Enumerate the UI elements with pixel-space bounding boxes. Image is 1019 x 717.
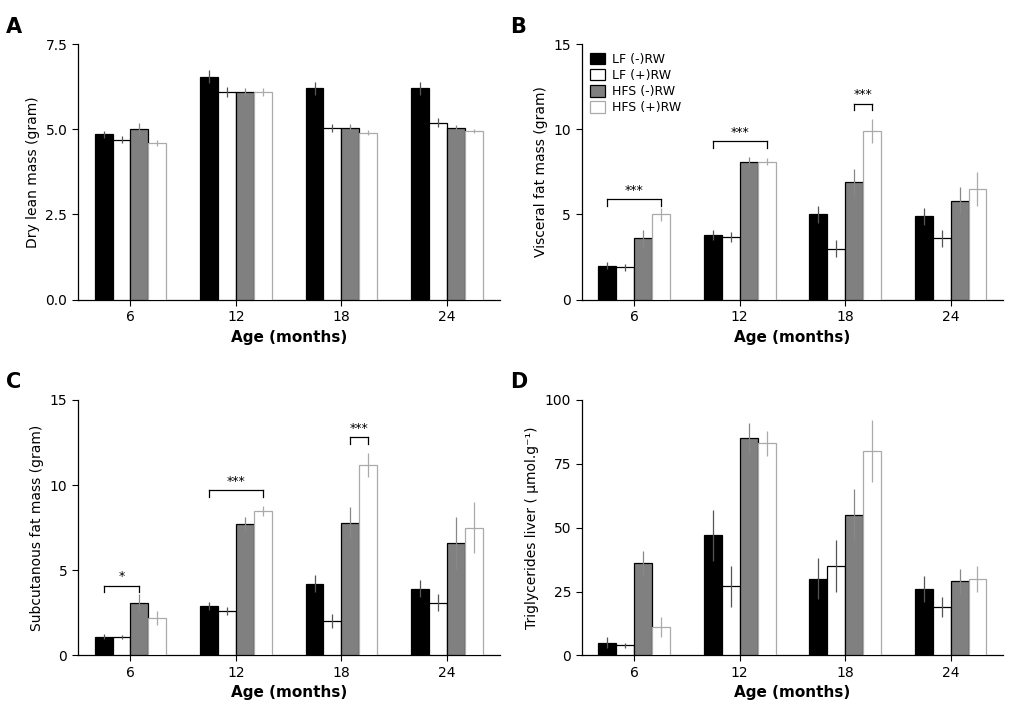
Bar (931, 607, 950, 655)
Bar (341, 128, 359, 300)
Bar (598, 642, 615, 655)
X-axis label: Age (months): Age (months) (734, 685, 850, 701)
Bar (914, 217, 931, 300)
Bar (200, 606, 218, 655)
Bar (757, 443, 774, 655)
Bar (598, 265, 615, 300)
Bar (808, 579, 826, 655)
Bar (429, 602, 446, 655)
Bar (862, 451, 880, 655)
Bar (931, 238, 950, 300)
Bar (968, 189, 985, 300)
Bar (703, 536, 721, 655)
Legend: LF (-)RW, LF (+)RW, HFS (-)RW, HFS (+)RW: LF (-)RW, LF (+)RW, HFS (-)RW, HFS (+)RW (587, 50, 683, 117)
Bar (845, 515, 862, 655)
Text: ***: *** (730, 125, 748, 138)
Y-axis label: Subcutanous fat mass (gram): Subcutanous fat mass (gram) (31, 424, 44, 631)
Text: ***: *** (625, 184, 643, 196)
Bar (306, 88, 323, 300)
Text: ***: *** (350, 422, 368, 435)
Bar (721, 587, 739, 655)
Text: B: B (510, 16, 525, 37)
Bar (634, 238, 651, 300)
Bar (235, 524, 254, 655)
Bar (235, 92, 254, 300)
Bar (411, 88, 429, 300)
Bar (862, 131, 880, 300)
Bar (218, 611, 235, 655)
Bar (739, 162, 757, 300)
Bar (95, 135, 112, 300)
Y-axis label: Dry lean mass (gram): Dry lean mass (gram) (25, 96, 40, 248)
Bar (254, 511, 271, 655)
Bar (703, 235, 721, 300)
Bar (148, 618, 166, 655)
Bar (845, 182, 862, 300)
Text: ***: *** (226, 475, 246, 488)
Bar (634, 564, 651, 655)
Bar (411, 589, 429, 655)
Bar (130, 602, 148, 655)
Bar (721, 237, 739, 300)
Bar (341, 523, 359, 655)
Text: ***: *** (853, 88, 871, 101)
Bar (615, 267, 634, 300)
Bar (968, 579, 985, 655)
Bar (950, 581, 968, 655)
Bar (465, 131, 482, 300)
Bar (254, 92, 271, 300)
Bar (323, 128, 341, 300)
Bar (95, 637, 112, 655)
Bar (757, 162, 774, 300)
Text: D: D (510, 372, 527, 392)
Bar (200, 77, 218, 300)
Bar (651, 214, 669, 300)
Y-axis label: Visceral fat mass (gram): Visceral fat mass (gram) (533, 87, 547, 257)
Bar (950, 201, 968, 300)
Bar (218, 92, 235, 300)
Bar (826, 249, 845, 300)
Bar (465, 528, 482, 655)
Bar (739, 438, 757, 655)
Bar (323, 622, 341, 655)
Bar (359, 465, 377, 655)
Bar (826, 566, 845, 655)
X-axis label: Age (months): Age (months) (230, 330, 346, 345)
Bar (148, 143, 166, 300)
Bar (130, 129, 148, 300)
Bar (112, 140, 130, 300)
Bar (359, 133, 377, 300)
Text: A: A (6, 16, 22, 37)
Bar (112, 637, 130, 655)
Bar (651, 627, 669, 655)
Bar (446, 128, 465, 300)
Bar (306, 584, 323, 655)
X-axis label: Age (months): Age (months) (734, 330, 850, 345)
Bar (615, 645, 634, 655)
Y-axis label: Triglycerides liver ( μmol.g⁻¹): Triglycerides liver ( μmol.g⁻¹) (525, 427, 539, 629)
Text: *: * (118, 570, 124, 583)
Bar (446, 543, 465, 655)
Bar (429, 123, 446, 300)
Bar (914, 589, 931, 655)
X-axis label: Age (months): Age (months) (230, 685, 346, 701)
Bar (808, 214, 826, 300)
Text: C: C (6, 372, 21, 392)
